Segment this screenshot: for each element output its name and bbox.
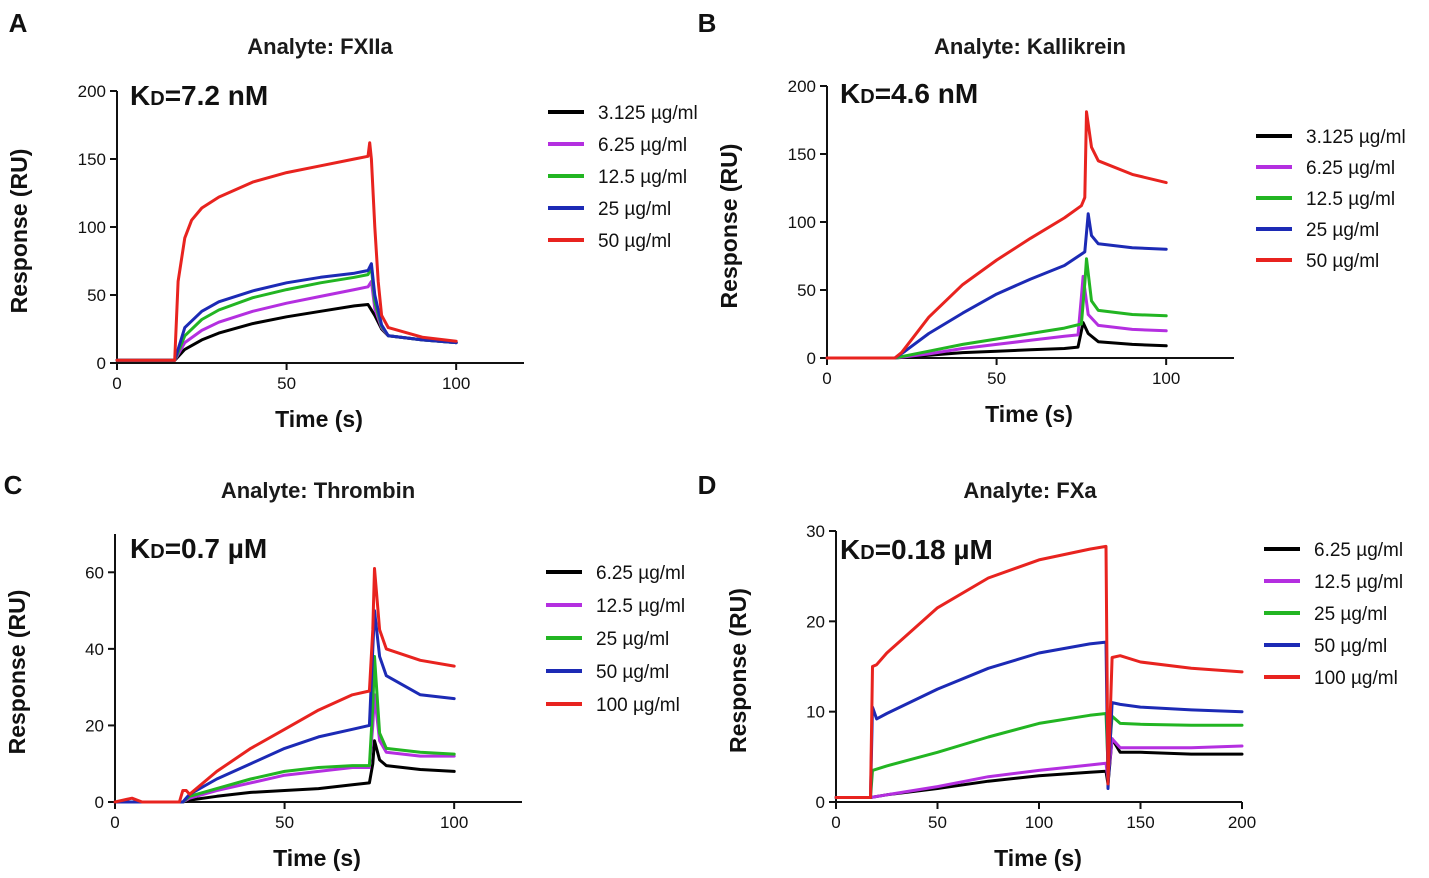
y-tick-label: 60 — [85, 563, 104, 582]
x-tick-label: 50 — [987, 369, 1006, 388]
series-line-5 — [115, 141, 458, 362]
y-axis-label: Response (RU) — [4, 590, 30, 755]
legend-label: 3.125 µg/ml — [598, 103, 698, 124]
x-tick-label: 0 — [112, 374, 121, 393]
y-tick-label: 200 — [788, 77, 816, 96]
y-tick-label: 0 — [97, 354, 106, 373]
panel-label: D — [698, 470, 717, 500]
legend-label: 12.5 µg/ml — [598, 167, 687, 188]
x-tick-label: 50 — [277, 374, 296, 393]
chart-title: Analyte: Thrombin — [221, 478, 415, 503]
series-line-4 — [825, 212, 1168, 360]
x-tick-label: 0 — [831, 813, 840, 832]
y-tick-label: 100 — [788, 213, 816, 232]
x-tick-label: 150 — [1126, 813, 1154, 832]
panel-label: B — [698, 8, 717, 38]
series-line-1 — [113, 739, 456, 804]
x-tick-label: 50 — [275, 813, 294, 832]
legend-label: 100 µg/ml — [596, 695, 680, 716]
legend-label: 3.125 µg/ml — [1306, 127, 1406, 148]
x-tick-label: 50 — [928, 813, 947, 832]
legend-label: 12.5 µg/ml — [1306, 189, 1395, 210]
legend-label: 6.25 µg/ml — [1306, 158, 1395, 179]
legend-label: 50 µg/ml — [1306, 251, 1379, 272]
x-tick-label: 100 — [1152, 369, 1180, 388]
legend-label: 25 µg/ml — [598, 199, 671, 220]
legend-label: 12.5 µg/ml — [1314, 572, 1403, 593]
panel-C: C Analyte: Thrombin KD=0.7 µM 0 50 100 0 20 40 60… — [4, 470, 686, 871]
y-tick-label: 10 — [806, 703, 825, 722]
chart-title: Analyte: FXa — [963, 478, 1097, 503]
legend-label: 6.25 µg/ml — [596, 563, 685, 584]
x-tick-label: 100 — [1025, 813, 1053, 832]
series-line-4 — [113, 609, 456, 804]
y-tick-label: 0 — [95, 793, 104, 812]
panel-label: A — [9, 8, 28, 38]
series-line-1 — [825, 321, 1168, 360]
legend: 6.25 µg/ml 12.5 µg/ml 25 µg/ml 50 µg/ml 100 … — [1264, 540, 1403, 689]
x-tick-label: 0 — [110, 813, 119, 832]
series-line-5 — [113, 567, 456, 804]
series-line-2 — [834, 737, 1244, 799]
legend-label: 6.25 µg/ml — [598, 135, 687, 156]
legend-label: 50 µg/ml — [1314, 636, 1387, 657]
series-line-4 — [834, 640, 1244, 799]
y-tick-label: 0 — [807, 349, 816, 368]
y-tick-label: 200 — [78, 82, 106, 101]
legend: 6.25 µg/ml 12.5 µg/ml 25 µg/ml 50 µg/ml 100 … — [546, 563, 685, 716]
x-tick-label: 100 — [440, 813, 468, 832]
series-line-5 — [834, 544, 1244, 799]
series-line-3 — [113, 655, 456, 804]
y-tick-label: 50 — [797, 281, 816, 300]
y-tick-label: 20 — [806, 612, 825, 631]
y-tick-label: 150 — [788, 145, 816, 164]
panel-label: C — [4, 470, 23, 500]
x-tick-label: 0 — [822, 369, 831, 388]
kd-annotation: KD=4.6 nM — [840, 78, 978, 109]
x-axis-label: Time (s) — [985, 401, 1073, 427]
panel-A: A Analyte: FXIIa KD=7.2 nM 0 50 100 0 50 100 150 2… — [6, 8, 698, 432]
legend-label: 50 µg/ml — [596, 662, 669, 683]
y-tick-label: 100 — [78, 218, 106, 237]
series-line-5 — [825, 110, 1168, 360]
x-axis-label: Time (s) — [275, 406, 363, 432]
series-line-2 — [115, 279, 458, 362]
y-axis-label: Response (RU) — [6, 149, 32, 314]
chart-title: Analyte: Kallikrein — [934, 34, 1126, 59]
series-line-2 — [825, 274, 1168, 360]
legend-label: 50 µg/ml — [598, 231, 671, 252]
x-tick-label: 200 — [1228, 813, 1256, 832]
series-line-3 — [825, 257, 1168, 360]
kd-annotation: KD=7.2 nM — [130, 80, 268, 111]
y-tick-label: 40 — [85, 640, 104, 659]
legend-label: 25 µg/ml — [596, 629, 669, 650]
y-axis-label: Response (RU) — [716, 144, 742, 309]
legend-label: 25 µg/ml — [1306, 220, 1379, 241]
x-axis-label: Time (s) — [273, 845, 361, 871]
legend: 3.125 µg/ml 6.25 µg/ml 12.5 µg/ml 25 µg/ml 5… — [1256, 127, 1406, 272]
legend-label: 100 µg/ml — [1314, 668, 1398, 689]
legend-label: 6.25 µg/ml — [1314, 540, 1403, 561]
kd-annotation: KD=0.18 µM — [840, 534, 993, 565]
x-axis-label: Time (s) — [994, 845, 1082, 871]
legend-label: 25 µg/ml — [1314, 604, 1387, 625]
chart-title: Analyte: FXIIa — [247, 34, 393, 59]
panel-D: D Analyte: FXa KD=0.18 µM 0 50 100 150 200 0 10 20… — [698, 470, 1404, 871]
panel-B: B Analyte: Kallikrein KD=4.6 nM 0 50 100 0 50 10… — [698, 8, 1406, 427]
series-line-2 — [113, 693, 456, 804]
y-tick-label: 150 — [78, 150, 106, 169]
y-tick-label: 0 — [816, 793, 825, 812]
series-line-4 — [115, 262, 458, 362]
y-tick-label: 30 — [806, 522, 825, 541]
kd-annotation: KD=0.7 µM — [130, 533, 267, 564]
y-tick-label: 20 — [85, 716, 104, 735]
x-tick-label: 100 — [442, 374, 470, 393]
legend: 3.125 µg/ml 6.25 µg/ml 12.5 µg/ml 25 µg/ml 5… — [548, 103, 698, 252]
legend-label: 12.5 µg/ml — [596, 596, 685, 617]
y-tick-label: 50 — [87, 286, 106, 305]
y-axis-label: Response (RU) — [725, 588, 751, 753]
series-line-3 — [834, 712, 1244, 799]
